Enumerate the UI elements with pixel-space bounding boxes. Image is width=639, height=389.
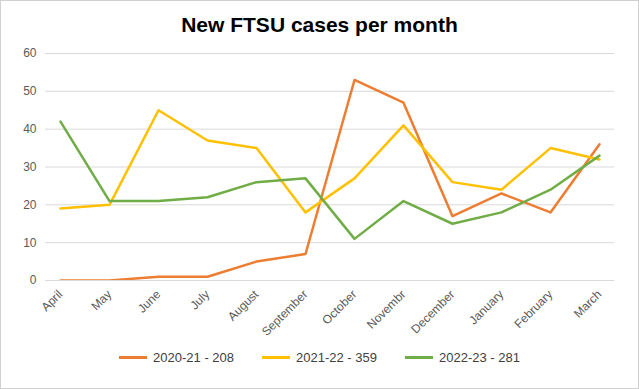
html-text:2022-23 - 281: 2022-23 - 281 — [439, 350, 520, 365]
svg-text:January: January — [466, 287, 506, 327]
svg-text:April: April — [38, 287, 65, 314]
svg-text:May: May — [88, 287, 114, 313]
svg-text:Novembr: Novembr — [364, 287, 408, 331]
svg-text:September: September — [259, 287, 310, 338]
svg-text:30: 30 — [23, 160, 37, 174]
svg-text:0: 0 — [30, 273, 37, 287]
svg-text:August: August — [225, 287, 262, 324]
svg-text:June: June — [135, 287, 164, 316]
html-text:New FTSU cases per month: New FTSU cases per month — [181, 13, 458, 36]
svg-text:February: February — [511, 287, 555, 331]
svg-text:July: July — [187, 287, 212, 312]
svg-text:10: 10 — [23, 236, 37, 250]
svg-text:50: 50 — [23, 84, 37, 98]
svg-text:20: 20 — [23, 198, 37, 212]
svg-text:60: 60 — [23, 46, 37, 60]
html-text:2020-21 - 208: 2020-21 - 208 — [153, 350, 234, 365]
svg-text:March: March — [571, 287, 604, 320]
svg-text:40: 40 — [23, 122, 37, 136]
svg-text:October: October — [319, 287, 359, 327]
svg-text:December: December — [408, 287, 457, 336]
html-text:2021-22 - 359: 2021-22 - 359 — [296, 350, 377, 365]
